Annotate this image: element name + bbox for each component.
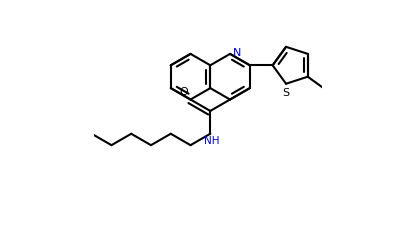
Text: NH: NH — [204, 136, 219, 146]
Text: N: N — [233, 48, 241, 58]
Text: S: S — [282, 88, 290, 98]
Text: O: O — [179, 87, 188, 97]
